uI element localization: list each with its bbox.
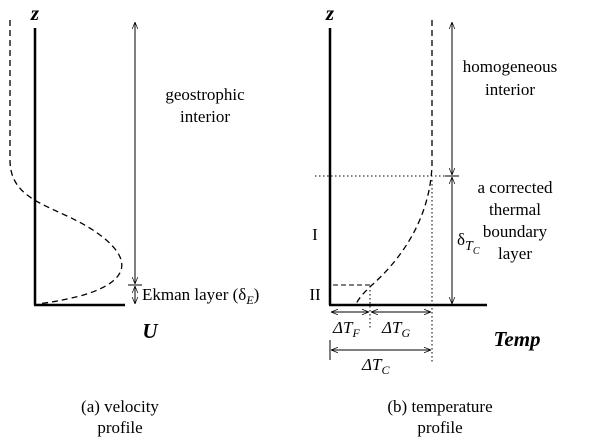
- x-label: Temp: [493, 327, 540, 351]
- region-label: thermal: [489, 200, 541, 219]
- z-label: z: [30, 1, 40, 25]
- layer-label: II: [309, 285, 321, 304]
- delta-label: ΔTC: [361, 355, 390, 377]
- panel-a: z geostrophic interior Ekman layer (δE) …: [9, 1, 259, 437]
- thickness-label: δTC: [457, 230, 480, 257]
- region-label: homogeneous: [463, 57, 557, 76]
- region-label: interior: [180, 107, 230, 126]
- caption: profile: [97, 418, 142, 437]
- panel-b: z homogeneous interior a corrected therm…: [309, 1, 557, 437]
- ekman-label: Ekman layer (δE): [142, 285, 259, 307]
- caption: profile: [417, 418, 462, 437]
- region-label: interior: [485, 80, 535, 99]
- temperature-profile: [355, 20, 433, 305]
- velocity-profile: [9, 20, 123, 305]
- caption: (b) temperature: [387, 397, 492, 416]
- region-label: a corrected: [477, 178, 553, 197]
- z-label: z: [325, 1, 335, 25]
- delta-label: ΔTG: [381, 318, 410, 340]
- x-label: U: [142, 319, 159, 343]
- delta-label: ΔTF: [332, 318, 360, 340]
- region-label: layer: [498, 244, 532, 263]
- region-label: boundary: [483, 222, 548, 241]
- region-label: geostrophic: [165, 85, 245, 104]
- caption: (a) velocity: [81, 397, 159, 416]
- layer-label: I: [312, 225, 318, 244]
